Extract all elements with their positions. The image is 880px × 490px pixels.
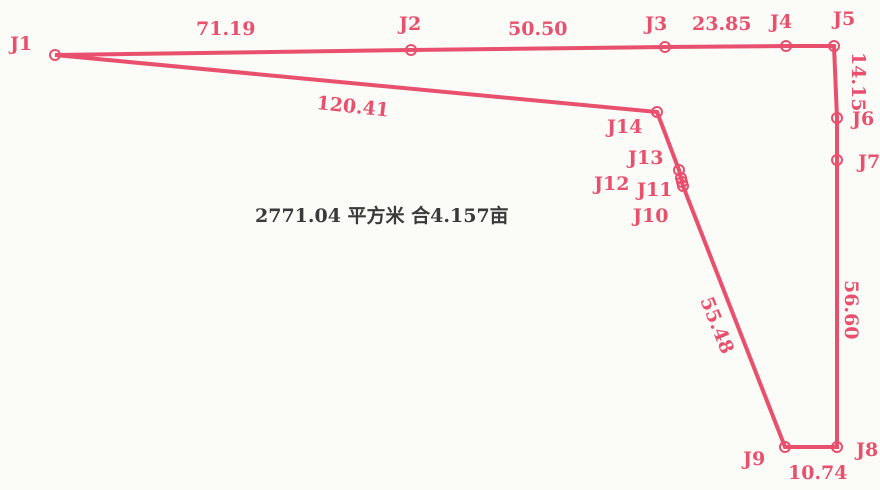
edge-length-label-j8-j9: 10.74 bbox=[788, 462, 848, 484]
vertex-label-j2: J2 bbox=[397, 13, 421, 35]
boundary-polygon bbox=[54, 44, 839, 449]
vertex-label-j3: J3 bbox=[643, 13, 667, 35]
vertex-marker-j7 bbox=[831, 154, 843, 166]
vertex-label-j7: J7 bbox=[856, 151, 880, 173]
vertex-marker-j9 bbox=[779, 441, 791, 453]
edge-length-label-j9-j10: 55.48 bbox=[695, 294, 738, 357]
vertex-marker-j4 bbox=[780, 40, 792, 52]
vertex-label-j5: J5 bbox=[831, 8, 855, 30]
vertex-marker-j6 bbox=[831, 112, 843, 124]
vertex-marker-j2 bbox=[405, 44, 417, 56]
vertex-label-j6: J6 bbox=[850, 108, 874, 130]
vertex-label-j9: J9 bbox=[741, 448, 765, 470]
vertex-label-j11: J11 bbox=[635, 179, 672, 201]
edge-length-label-j5-j6: 14.15 bbox=[847, 52, 869, 112]
vertex-marker-j1 bbox=[49, 49, 61, 61]
vertex-label-j14: J14 bbox=[605, 116, 642, 138]
vertex-marker-j14 bbox=[651, 106, 663, 118]
edge-length-label-j2-j3: 50.50 bbox=[508, 18, 568, 40]
vertex-label-j8: J8 bbox=[854, 439, 878, 461]
vertex-label-j12: J12 bbox=[592, 173, 629, 195]
edge-length-label-j14-j1: 120.41 bbox=[315, 92, 390, 121]
edge-length-label-j7-j8: 56.60 bbox=[840, 280, 862, 340]
vertex-label-j10: J10 bbox=[631, 205, 668, 227]
edge-length-label-j1-j2: 71.19 bbox=[196, 18, 256, 40]
vertex-marker-j3 bbox=[659, 41, 671, 53]
vertex-marker-j12 bbox=[675, 172, 687, 184]
vertex-marker-j8 bbox=[831, 441, 843, 453]
vertex-marker-j5 bbox=[828, 40, 840, 52]
vertex-label-j13: J13 bbox=[626, 147, 663, 169]
vertex-marker-j13 bbox=[673, 164, 685, 176]
vertex-label-j4: J4 bbox=[768, 11, 792, 33]
edge-length-label-j3-j4: 23.85 bbox=[692, 13, 752, 35]
area-label: 2771.04 平方米 合4.157亩 bbox=[255, 204, 509, 227]
vertex-label-j1: J1 bbox=[8, 33, 32, 55]
